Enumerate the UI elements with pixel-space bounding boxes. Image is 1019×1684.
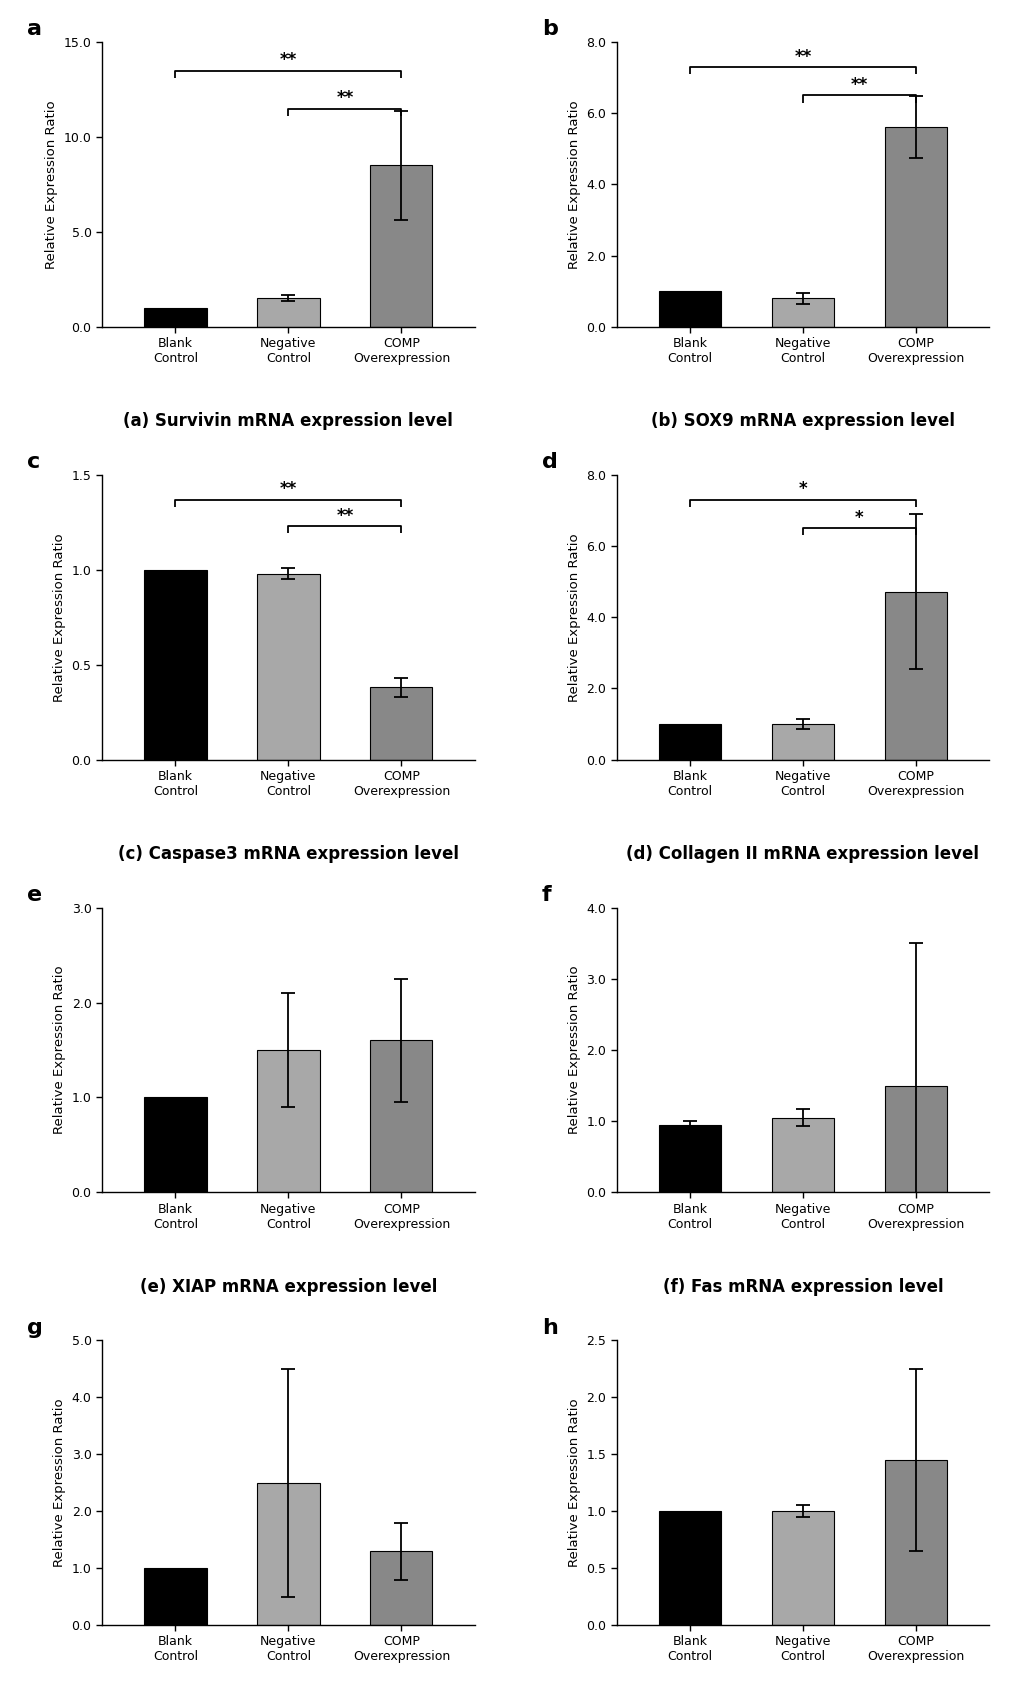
Bar: [145, 1098, 206, 1192]
Text: (e) XIAP mRNA expression level: (e) XIAP mRNA expression level: [140, 1278, 437, 1295]
Bar: [257, 1482, 319, 1625]
Bar: [257, 298, 319, 327]
Text: **: **: [336, 89, 354, 108]
Bar: [884, 591, 946, 759]
Text: (a) Survivin mRNA expression level: (a) Survivin mRNA expression level: [123, 413, 452, 429]
Text: *: *: [798, 480, 806, 498]
Bar: [257, 1049, 319, 1192]
Text: **: **: [279, 480, 297, 498]
Text: **: **: [279, 51, 297, 69]
Bar: [370, 1041, 432, 1192]
Text: **: **: [850, 76, 867, 94]
Y-axis label: Relative Expression Ratio: Relative Expression Ratio: [45, 99, 58, 269]
Text: (d) Collagen II mRNA expression level: (d) Collagen II mRNA expression level: [626, 845, 978, 862]
Text: *: *: [854, 509, 863, 527]
Bar: [658, 1511, 720, 1625]
Text: e: e: [28, 884, 43, 904]
Text: **: **: [794, 47, 811, 66]
Bar: [658, 291, 720, 327]
Bar: [145, 569, 206, 759]
Text: (b) SOX9 mRNA expression level: (b) SOX9 mRNA expression level: [650, 413, 954, 429]
Text: g: g: [28, 1317, 43, 1337]
Text: a: a: [28, 19, 43, 39]
Text: **: **: [336, 507, 354, 525]
Bar: [884, 1460, 946, 1625]
Y-axis label: Relative Expression Ratio: Relative Expression Ratio: [567, 532, 580, 702]
Bar: [370, 165, 432, 327]
Bar: [658, 1125, 720, 1192]
Bar: [257, 574, 319, 759]
Bar: [145, 1568, 206, 1625]
Y-axis label: Relative Expression Ratio: Relative Expression Ratio: [53, 965, 66, 1135]
Bar: [370, 1551, 432, 1625]
Text: h: h: [541, 1317, 557, 1337]
Text: (f) Fas mRNA expression level: (f) Fas mRNA expression level: [662, 1278, 943, 1295]
Bar: [884, 1086, 946, 1192]
Bar: [771, 1118, 834, 1192]
Y-axis label: Relative Expression Ratio: Relative Expression Ratio: [567, 965, 580, 1135]
Text: d: d: [541, 451, 557, 472]
Text: b: b: [541, 19, 557, 39]
Bar: [145, 308, 206, 327]
Y-axis label: Relative Expression Ratio: Relative Expression Ratio: [53, 1398, 66, 1568]
Text: c: c: [28, 451, 41, 472]
Bar: [658, 724, 720, 759]
Bar: [771, 298, 834, 327]
Y-axis label: Relative Expression Ratio: Relative Expression Ratio: [53, 532, 66, 702]
Y-axis label: Relative Expression Ratio: Relative Expression Ratio: [567, 99, 580, 269]
Bar: [771, 1511, 834, 1625]
Bar: [370, 687, 432, 759]
Text: f: f: [541, 884, 551, 904]
Y-axis label: Relative Expression Ratio: Relative Expression Ratio: [567, 1398, 580, 1568]
Text: (c) Caspase3 mRNA expression level: (c) Caspase3 mRNA expression level: [118, 845, 459, 862]
Bar: [771, 724, 834, 759]
Bar: [884, 128, 946, 327]
